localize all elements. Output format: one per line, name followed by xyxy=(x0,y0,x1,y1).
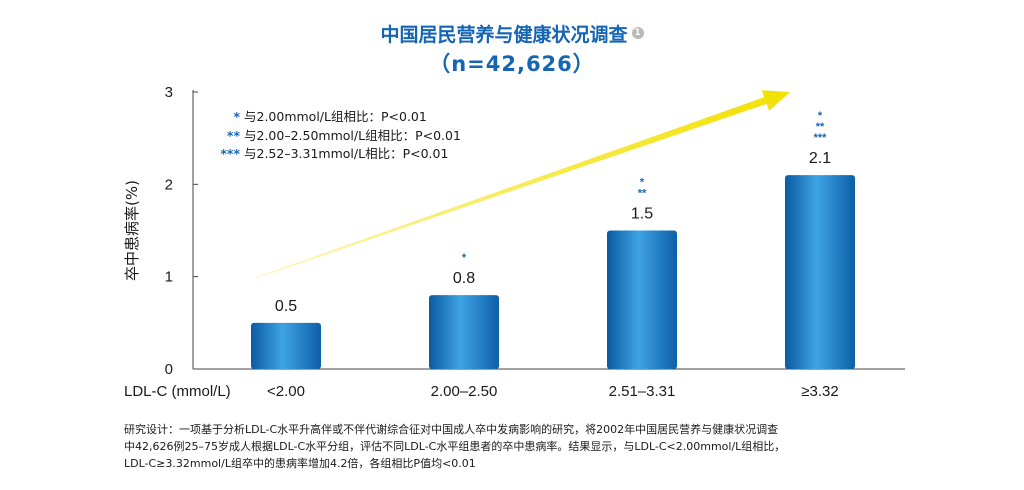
legend-text: 与2.52–3.31mmol/L相比：P<0.01 xyxy=(244,146,449,161)
reference-marker-icon: 1 xyxy=(631,27,644,39)
y-tick-label: 0 xyxy=(165,361,173,378)
legend-marker: ** xyxy=(226,127,240,143)
x-tick-label: ≥3.32 xyxy=(801,383,838,400)
bar-value-label: 2.1 xyxy=(809,150,831,167)
significance-marker: *** xyxy=(814,132,828,144)
significance-marker: * xyxy=(818,110,823,122)
legend-item: *** 与2.52–3.31mmol/L相比：P<0.01 xyxy=(214,145,461,164)
y-tick-label: 3 xyxy=(165,84,173,101)
significance-marker: * xyxy=(640,177,645,189)
x-tick-label: <2.00 xyxy=(267,383,305,400)
bar-value-label: 0.8 xyxy=(453,270,475,287)
legend-marker: * xyxy=(233,109,240,124)
legend-item: * 与2.00mmol/L组相比：P<0.01 xyxy=(214,108,461,127)
x-tick-label: 2.51–3.31 xyxy=(609,383,676,400)
y-tick-label: 1 xyxy=(165,269,173,286)
bar-value-label: 1.5 xyxy=(631,206,653,223)
bar-value-label: 0.5 xyxy=(275,298,297,315)
chart-subtitle: （n=42,626） xyxy=(429,52,595,76)
significance-legend: * 与2.00mmol/L组相比：P<0.01 ** 与2.00–2.50mmol/… xyxy=(214,108,461,164)
chart-title: 中国居民营养与健康状况调查 1 xyxy=(0,20,1024,47)
bar xyxy=(607,230,677,369)
legend-text: 与2.00mmol/L组相比：P<0.01 xyxy=(244,109,427,124)
significance-marker: ** xyxy=(638,188,647,200)
chart-title-text: 中国居民营养与健康状况调查 xyxy=(380,24,628,46)
x-axis-label: LDL-C (mmol/L) xyxy=(124,383,231,400)
study-design-note: 研究设计：一项基于分析LDL-C水平升高伴或不伴代谢综合征对中国成人卒中发病影响… xyxy=(124,421,924,472)
x-tick-label: 2.00–2.50 xyxy=(431,383,498,400)
legend-text: 与2.00–2.50mmol/L组相比：P<0.01 xyxy=(244,127,461,143)
significance-marker: ** xyxy=(816,121,825,133)
bar xyxy=(429,295,499,369)
bar xyxy=(251,322,321,369)
y-axis-label: 卒中患病率(%) xyxy=(123,180,141,281)
trend-arrow xyxy=(255,90,791,279)
significance-marker: * xyxy=(462,252,467,264)
note-line: LDL-C≥3.32mmol/L组卒中的患病率增加4.2倍，各组相比P值均<0.… xyxy=(124,457,476,470)
note-line: 中42,626例25–75岁成人根据LDL-C水平分组，评估不同LDL-C水平组… xyxy=(124,440,786,453)
legend-item: ** 与2.00–2.50mmol/L组相比：P<0.01 xyxy=(214,127,461,146)
y-tick-label: 2 xyxy=(165,176,173,193)
bar xyxy=(785,175,855,369)
legend-marker: *** xyxy=(220,146,240,161)
note-line: 研究设计：一项基于分析LDL-C水平升高伴或不伴代谢综合征对中国成人卒中发病影响… xyxy=(124,423,779,436)
